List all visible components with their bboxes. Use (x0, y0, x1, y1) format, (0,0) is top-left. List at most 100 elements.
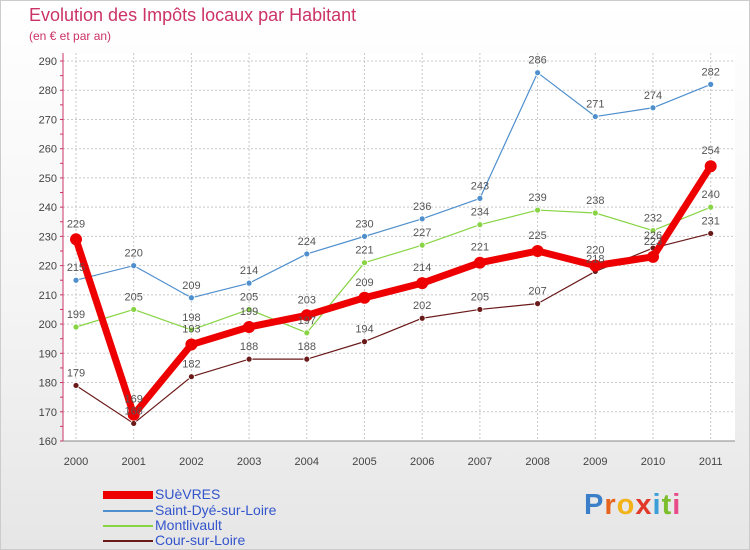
data-point (591, 113, 599, 120)
x-tick-label: 2004 (295, 456, 319, 468)
data-point (361, 259, 368, 267)
data-point (303, 250, 311, 258)
data-point (187, 294, 195, 302)
y-tick-label: 200 (39, 319, 57, 331)
data-point (72, 323, 80, 331)
data-point (649, 104, 657, 112)
data-point (243, 321, 256, 333)
data-point (473, 256, 486, 269)
data-point (418, 241, 426, 249)
data-label: 231 (702, 215, 720, 227)
data-point (130, 262, 138, 270)
data-label: 188 (240, 341, 258, 353)
data-label: 166 (125, 405, 143, 417)
data-point (300, 309, 313, 322)
data-point (707, 203, 715, 211)
legend-label-suevres: SUèVRES (155, 486, 221, 502)
legend-swatch-cour-sur-loire (103, 540, 153, 542)
data-point (704, 160, 717, 173)
logo-letter: x (635, 489, 653, 521)
data-point (418, 314, 426, 322)
logo-letter: P (584, 489, 605, 521)
data-label: 238 (586, 195, 604, 207)
series-line-2 (75, 206, 712, 334)
x-tick-label: 2002 (179, 456, 203, 468)
data-label: 218 (586, 253, 604, 265)
y-tick-label: 260 (39, 144, 57, 156)
data-point (534, 206, 541, 214)
legend-swatch-suevres (103, 491, 153, 499)
data-label: 271 (586, 99, 604, 111)
y-tick-label: 240 (39, 202, 57, 214)
data-label: 202 (413, 300, 431, 312)
data-label: 209 (355, 277, 373, 289)
data-label: 214 (240, 265, 258, 277)
x-tick-label: 2000 (64, 456, 88, 468)
chart-title: Evolution des Impôts locaux par Habitant (29, 5, 357, 25)
data-label: 221 (471, 242, 489, 254)
data-label: 286 (528, 55, 546, 67)
data-label: 254 (702, 145, 720, 157)
y-tick-label: 170 (39, 407, 57, 419)
data-point (303, 355, 311, 363)
legend-label-montlivault: Montlivault (155, 517, 222, 533)
data-label: 220 (586, 245, 604, 257)
data-point (358, 291, 371, 304)
data-point (130, 420, 138, 427)
y-tick-label: 280 (39, 85, 57, 97)
y-tick-label: 210 (39, 290, 57, 302)
data-label: 205 (125, 291, 143, 303)
data-point (72, 276, 80, 284)
data-point (647, 250, 659, 263)
x-tick-label: 2008 (525, 456, 549, 468)
data-point (245, 306, 253, 313)
data-point (70, 233, 82, 246)
x-tick-label: 2001 (121, 456, 145, 468)
data-point (361, 338, 368, 346)
data-point (649, 227, 657, 234)
y-tick-label: 290 (39, 56, 57, 68)
data-label: 198 (182, 312, 200, 324)
data-label: 188 (298, 341, 316, 353)
x-tick-label: 2009 (583, 456, 607, 468)
legend-label-saint-dye: Saint-Dyé-sur-Loire (155, 502, 277, 518)
data-label: 225 (528, 230, 546, 242)
data-point (416, 277, 429, 290)
x-tick-label: 2011 (699, 456, 723, 468)
chart-subtitle: (en € et par an) (29, 29, 112, 43)
x-tick-label: 2007 (468, 456, 492, 468)
data-point (127, 408, 140, 421)
data-label: 229 (67, 218, 85, 230)
data-label: 197 (298, 315, 316, 327)
data-point (418, 215, 426, 223)
data-point (187, 326, 195, 334)
data-label: 282 (702, 66, 720, 78)
series-line-0 (72, 162, 715, 419)
data-label: 179 (67, 367, 85, 379)
logo-letter: t (661, 489, 673, 521)
y-tick-label: 160 (39, 436, 57, 448)
data-point (476, 221, 484, 229)
data-label: 224 (298, 236, 316, 248)
data-point (361, 232, 368, 240)
data-label: 215 (67, 262, 85, 274)
data-point (707, 80, 715, 88)
data-point (591, 209, 599, 217)
logo-letter: i (652, 489, 662, 521)
x-tick-label: 2006 (410, 456, 434, 468)
data-point (245, 355, 253, 363)
data-label: 232 (644, 213, 662, 225)
data-point (707, 230, 715, 237)
data-label: 239 (528, 192, 546, 204)
legend-swatch-saint-dye (103, 510, 153, 512)
logo-letter: o (616, 489, 636, 521)
data-label: 169 (125, 394, 143, 406)
data-point (130, 306, 138, 313)
y-tick-label: 190 (39, 348, 57, 360)
series-line-1 (75, 72, 712, 299)
data-label: 199 (67, 309, 85, 321)
y-tick-label: 180 (39, 378, 57, 390)
data-label: 182 (182, 359, 200, 371)
y-tick-label: 270 (39, 114, 57, 126)
